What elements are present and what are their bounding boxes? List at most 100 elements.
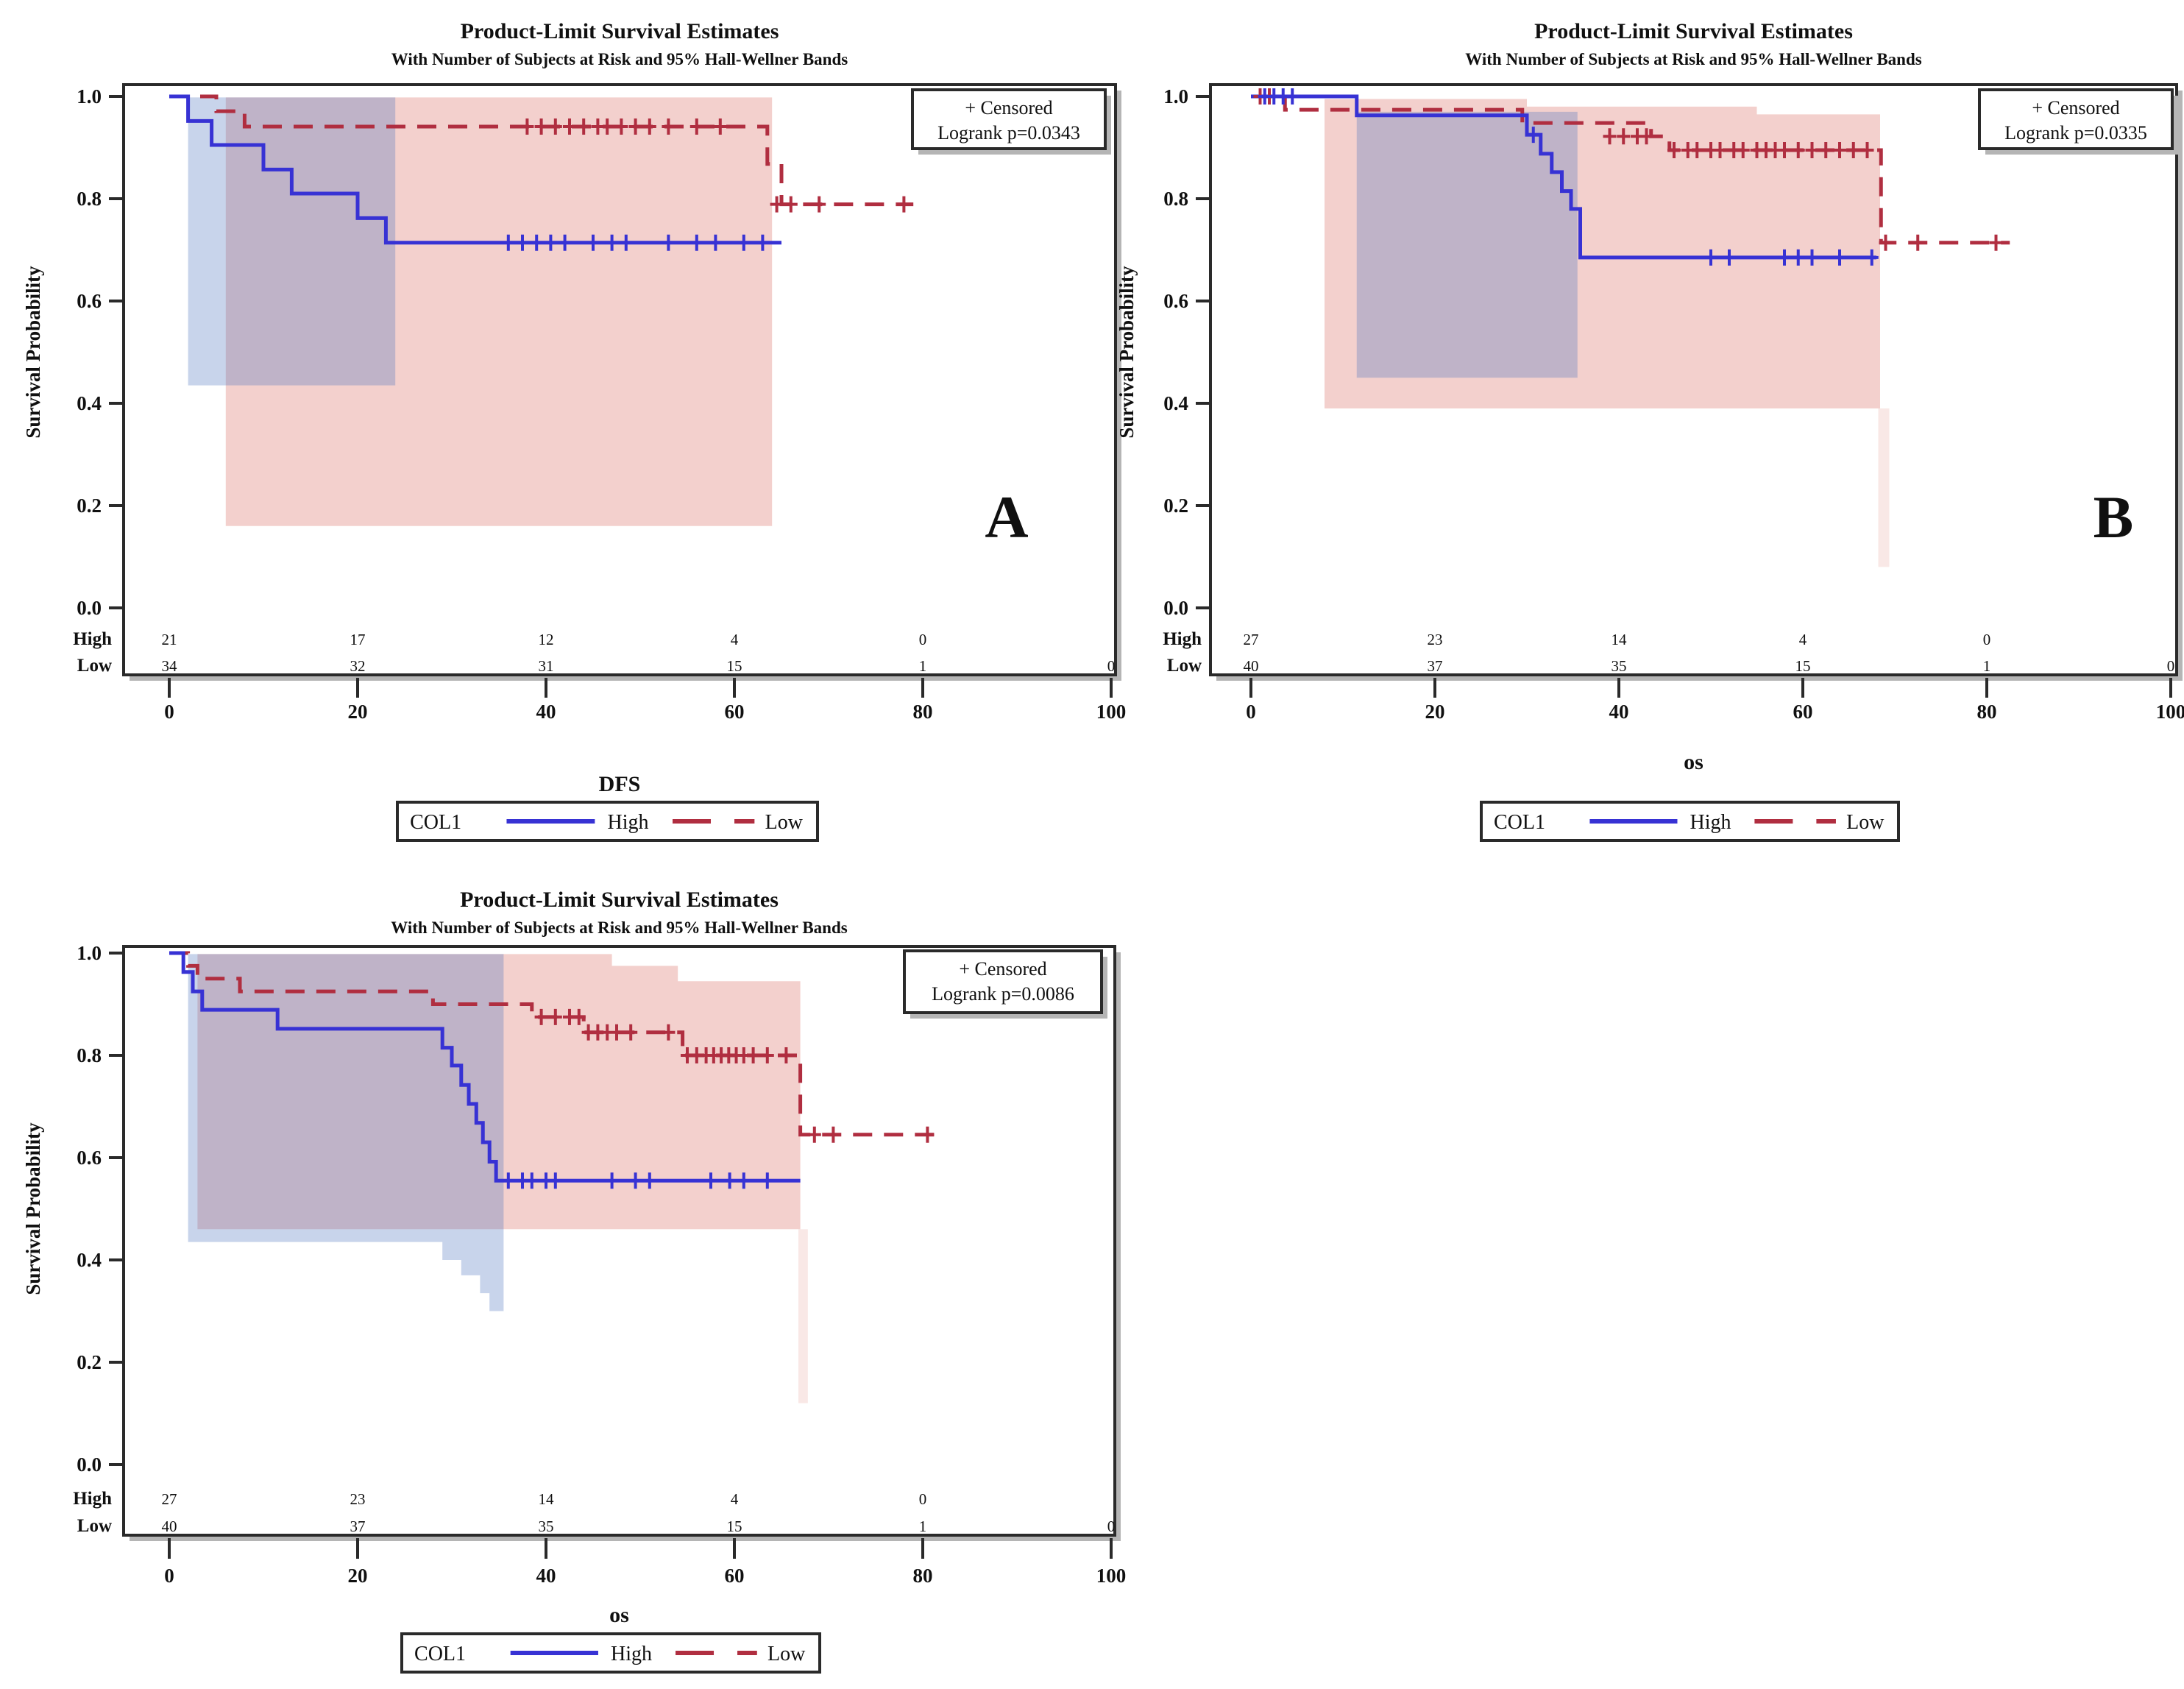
x-axis-title: os (609, 1603, 629, 1627)
plot-frame (122, 83, 1117, 676)
frame-shadow (130, 952, 1121, 1541)
censored-inset-line: + Censored (965, 97, 1052, 118)
censored-inset-line: + Censored (2032, 97, 2119, 118)
y-tick-label: 0.6 (1163, 290, 1188, 312)
atrisk-row-label: High (1163, 629, 1202, 649)
atrisk-count: 4 (731, 631, 739, 648)
x-tick-label: 40 (1609, 701, 1629, 723)
atrisk-count: 32 (350, 657, 366, 675)
x-axis-title: DFS (599, 772, 641, 796)
inset-shadow (1985, 96, 2178, 155)
plot-subtitle: With Number of Subjects at Risk and 95% … (391, 918, 847, 937)
high-survival-curve (169, 951, 801, 1183)
atrisk-count: 0 (919, 631, 927, 648)
legend-high-label: High (611, 1643, 652, 1665)
x-tick-label: 80 (913, 701, 933, 723)
atrisk-count: 0 (919, 1490, 927, 1508)
atrisk-count: 4 (731, 1490, 739, 1508)
y-tick-label: 1.0 (77, 85, 102, 107)
atrisk-row-label: Low (77, 656, 112, 676)
atrisk-count: 0 (1107, 657, 1116, 675)
high-confidence-band (188, 97, 396, 386)
y-tick-label: 0.0 (1163, 597, 1188, 619)
atrisk-count: 12 (539, 631, 554, 648)
atrisk-count: 1 (919, 657, 927, 675)
x-axis-title: os (1684, 750, 1703, 774)
legend-high-label: High (1690, 811, 1731, 834)
high-censor-marks (501, 234, 770, 251)
atrisk-count: 21 (162, 631, 177, 648)
atrisk-count: 27 (162, 1490, 177, 1508)
x-tick-label: 20 (1425, 701, 1445, 723)
x-tick-label: 100 (1096, 701, 1127, 723)
inset-shadow (918, 96, 1111, 155)
legend-high-label: High (608, 811, 649, 834)
x-tick-label: 60 (725, 1565, 745, 1587)
low-confidence-band (225, 97, 773, 526)
low-confidence-band (197, 954, 801, 1230)
atrisk-count: 1 (919, 1518, 927, 1535)
panel-C: Product-Limit Survival Estimates With Num… (22, 888, 1126, 1674)
censored-inset-box (911, 88, 1107, 150)
inset-shadow (910, 957, 1107, 1019)
frame-shadow (1216, 91, 2183, 681)
low-survival-curve (1251, 94, 2010, 245)
atrisk-count: 27 (1244, 631, 1259, 648)
legend-group-label: COL1 (1494, 811, 1545, 834)
x-tick-label: 0 (1246, 701, 1256, 723)
logrank-p-value: Logrank p=0.0335 (2004, 122, 2147, 144)
x-tick-label: 60 (725, 701, 745, 723)
plot-title: Product-Limit Survival Estimates (460, 888, 779, 912)
atrisk-count: 17 (350, 631, 366, 648)
atrisk-row-label: High (73, 1489, 112, 1509)
high-censor-marks (501, 1172, 774, 1189)
x-tick-label: 100 (2156, 701, 2184, 723)
y-tick-label: 0.8 (77, 1044, 102, 1066)
y-axis-title: Survival Probability (1116, 266, 1138, 439)
atrisk-count: 23 (350, 1490, 366, 1508)
low-censor-marks (520, 118, 911, 213)
y-tick-label: 0.2 (1163, 495, 1188, 517)
y-tick-label: 0.4 (1163, 392, 1188, 414)
x-tick-label: 0 (164, 1565, 174, 1587)
censored-inset-line: + Censored (959, 958, 1046, 980)
atrisk-count: 0 (1107, 1518, 1116, 1535)
legend-group-label: COL1 (414, 1643, 466, 1665)
x-tick-label: 20 (348, 701, 368, 723)
x-tick-label: 40 (536, 1565, 556, 1587)
atrisk-count: 35 (1612, 657, 1627, 675)
logrank-p-value: Logrank p=0.0086 (932, 983, 1074, 1005)
y-axis-title: Survival Probability (22, 266, 44, 439)
high-survival-curve (169, 94, 781, 245)
high-confidence-band (1356, 111, 1578, 378)
y-tick-label: 0.2 (77, 495, 102, 517)
atrisk-count: 35 (539, 1518, 554, 1535)
censored-inset-box (903, 949, 1103, 1014)
y-tick-label: 0.8 (1163, 188, 1188, 210)
atrisk-row-label: Low (1167, 656, 1202, 676)
atrisk-count: 4 (1799, 631, 1807, 648)
panel-letter: B (2093, 484, 2134, 550)
low-band-tail-strip (1878, 408, 1890, 567)
high-censor-marks (1258, 88, 1879, 266)
y-tick-label: 0.6 (77, 1147, 102, 1169)
atrisk-count: 14 (539, 1490, 555, 1508)
atrisk-count: 15 (1795, 657, 1811, 675)
plot-title: Product-Limit Survival Estimates (1534, 19, 1853, 43)
atrisk-count: 15 (727, 657, 742, 675)
y-tick-label: 0.8 (77, 188, 102, 210)
legend-low-label: Low (765, 811, 804, 834)
low-band-tail-strip (798, 1229, 808, 1403)
atrisk-count: 37 (1428, 657, 1443, 675)
atrisk-count: 23 (1428, 631, 1443, 648)
x-tick-label: 60 (1793, 701, 1813, 723)
y-tick-label: 1.0 (1163, 85, 1188, 107)
plot-subtitle: With Number of Subjects at Risk and 95% … (1465, 50, 1921, 68)
legend-low-label: Low (1846, 811, 1885, 834)
y-tick-label: 0.4 (77, 392, 102, 414)
panel-letter: A (985, 484, 1028, 550)
plot-subtitle: With Number of Subjects at Risk and 95% … (391, 50, 848, 68)
atrisk-count: 0 (2167, 657, 2175, 675)
